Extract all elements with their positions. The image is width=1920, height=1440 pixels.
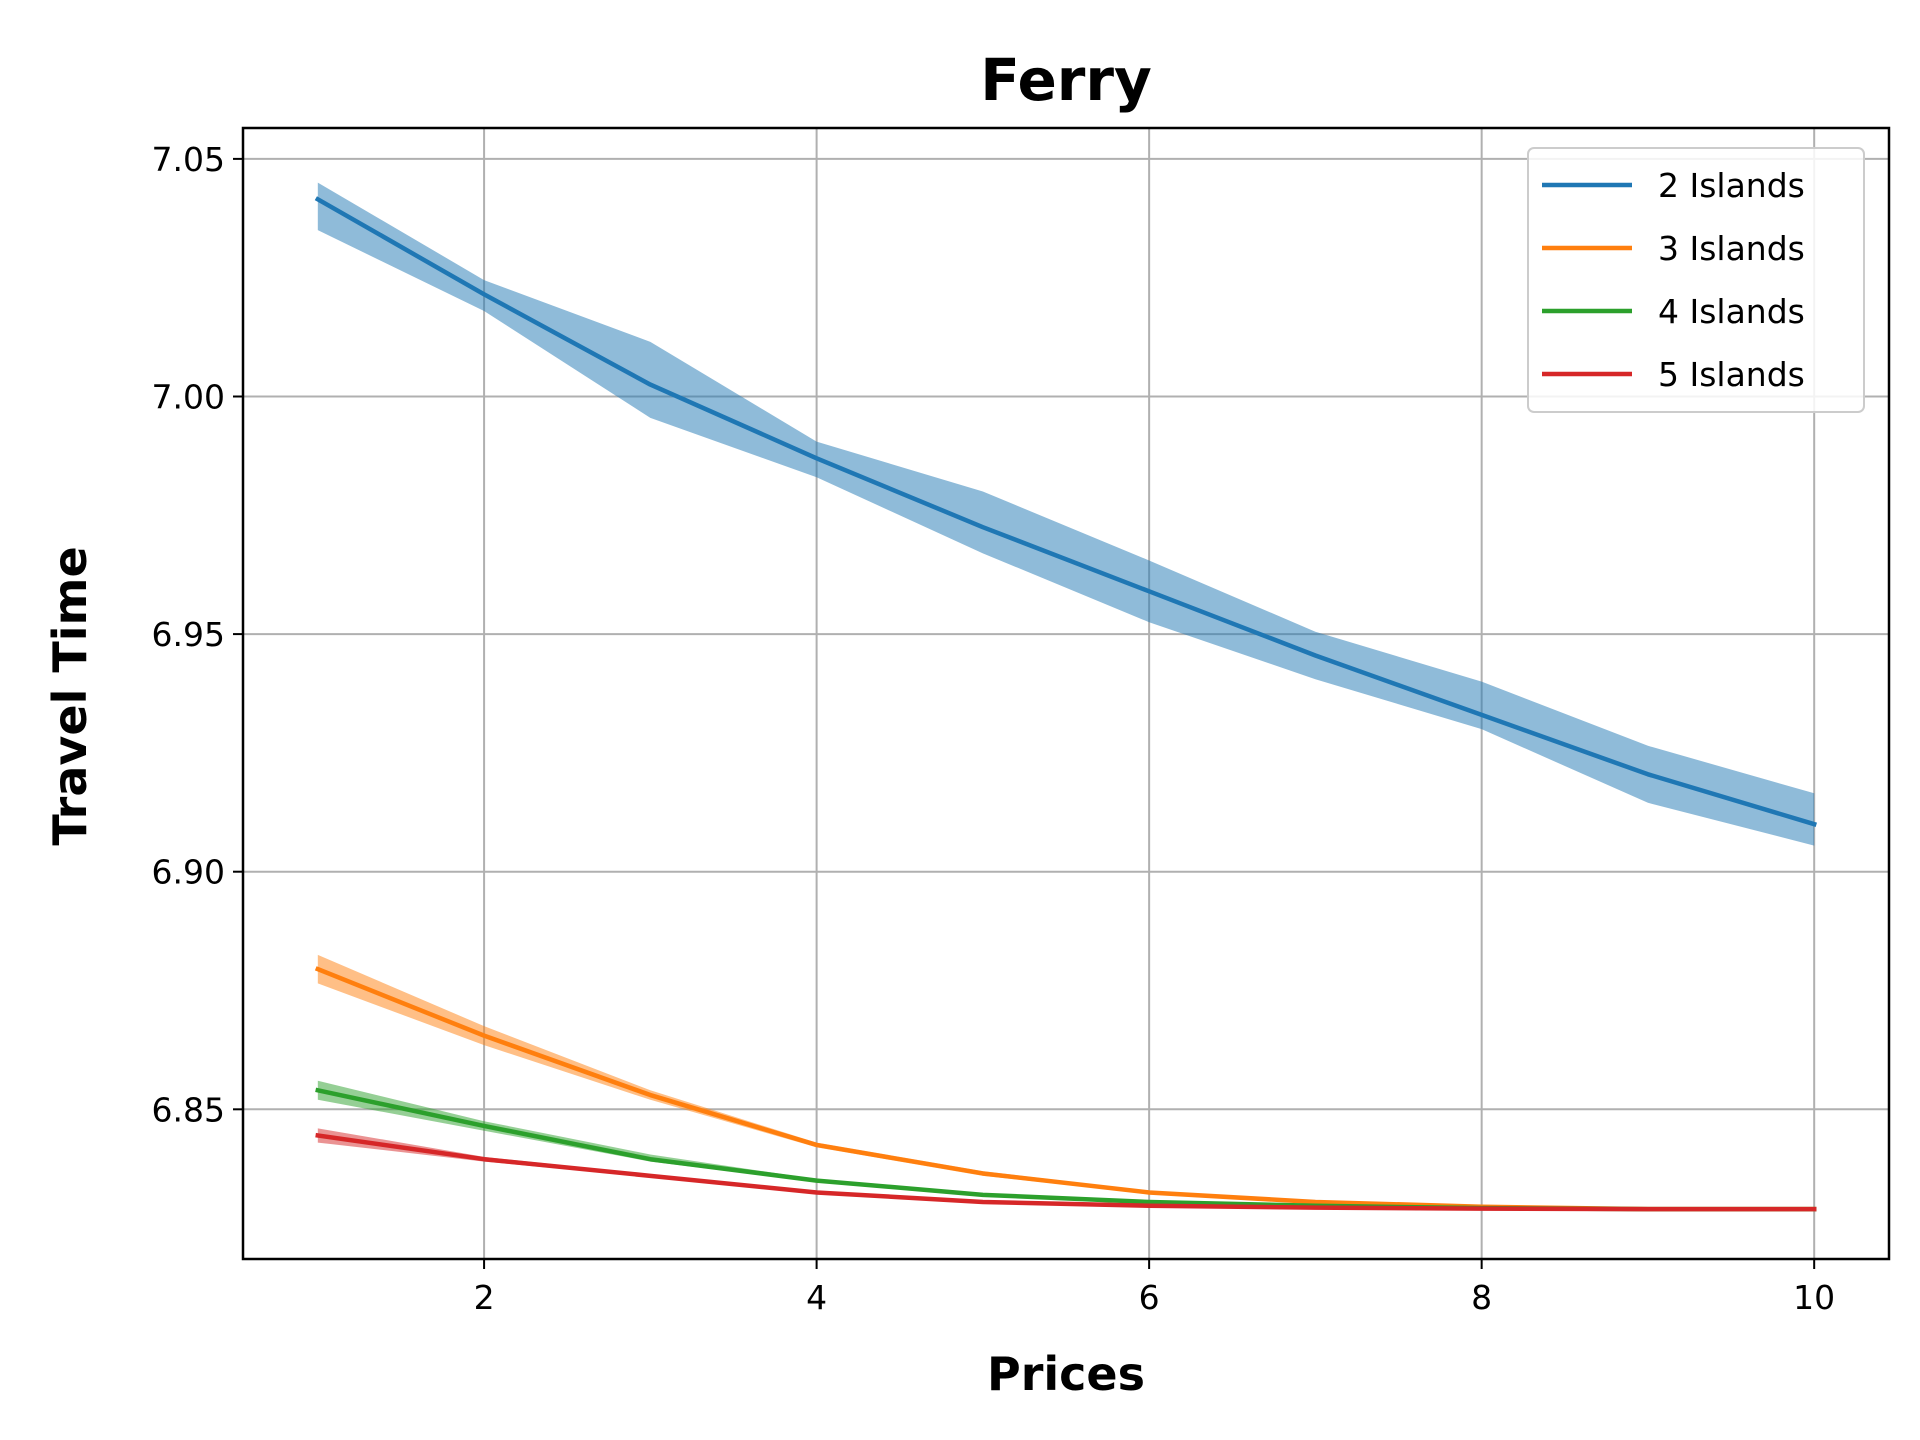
legend-entry-label: 4 Islands <box>1658 292 1805 331</box>
x-tick-label: 2 <box>474 1278 495 1317</box>
y-tick-label: 6.90 <box>152 853 225 892</box>
y-tick-label: 7.00 <box>152 377 225 416</box>
y-tick-label: 6.85 <box>152 1090 225 1129</box>
legend-entry-label: 5 Islands <box>1658 355 1805 394</box>
series-line <box>314 196 1817 827</box>
confidence-band <box>317 182 1815 846</box>
x-tick-label: 4 <box>806 1278 827 1317</box>
x-axis-ticks: 2 4 6 8 10 <box>474 1259 1835 1317</box>
x-axis-label: Prices <box>987 1347 1145 1401</box>
legend-entry-label: 3 Islands <box>1658 229 1805 268</box>
y-axis-ticks: 6.85 6.90 6.95 7.00 7.05 <box>152 140 243 1129</box>
legend: 2 Islands 3 Islands 4 Islands 5 Islands <box>1527 147 1865 413</box>
series-line <box>315 1132 1817 1212</box>
x-tick-label: 10 <box>1793 1278 1835 1317</box>
y-tick-label: 7.05 <box>152 140 225 179</box>
chart-title: Ferry <box>980 46 1152 114</box>
y-axis-label: Travel Time <box>43 546 97 845</box>
plot-frame <box>241 126 1891 1261</box>
y-tick-label: 6.95 <box>152 615 225 654</box>
series-lines <box>314 196 1817 1212</box>
x-tick-label: 6 <box>1139 1278 1160 1317</box>
x-tick-label: 8 <box>1471 1278 1492 1317</box>
legend-frame <box>1527 147 1865 413</box>
legend-entry-label: 2 Islands <box>1658 166 1805 205</box>
